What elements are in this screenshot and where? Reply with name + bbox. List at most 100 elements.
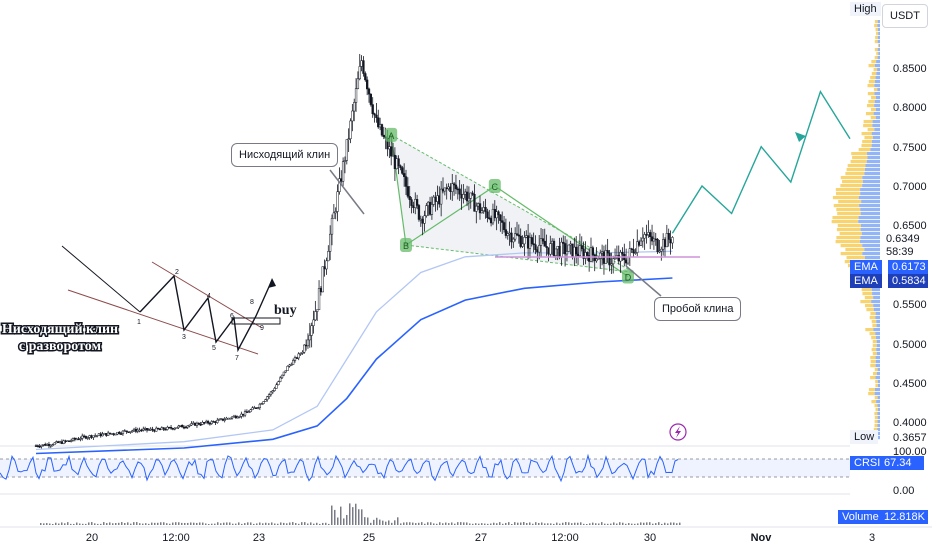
candle: [565, 251, 569, 255]
candle: [280, 374, 284, 379]
candle: [512, 238, 515, 243]
candle: [421, 218, 424, 224]
volume-bar: [436, 523, 438, 525]
last-price-label: 0.6349: [886, 233, 920, 245]
volume-bar: [103, 522, 105, 525]
crsi-line[interactable]: [0, 453, 679, 483]
profile-bar-sell: [874, 80, 880, 84]
time-tick: 3: [869, 532, 875, 544]
candle: [243, 411, 247, 416]
volume-bar: [184, 522, 186, 525]
volume-bar: [442, 523, 444, 525]
candle: [151, 428, 154, 431]
volume-bar: [52, 523, 54, 525]
ema-fast-line[interactable]: [35, 250, 673, 451]
profile-bar-buy: [858, 148, 871, 152]
volume-bar: [370, 522, 372, 525]
candle: [639, 240, 643, 246]
volume-bar: [346, 514, 348, 525]
profile-bar-buy: [870, 360, 876, 364]
candle: [499, 214, 502, 221]
profile-bar-buy: [875, 408, 878, 412]
currency-button[interactable]: USDT: [882, 4, 928, 28]
profile-bar-sell: [876, 60, 880, 64]
profile-bar-sell: [876, 336, 880, 340]
candle: [399, 165, 402, 168]
projection-path[interactable]: [671, 89, 851, 234]
candle: [443, 187, 447, 192]
profile-bar-sell: [875, 356, 880, 360]
candle: [380, 124, 384, 136]
volume-bar: [394, 520, 396, 525]
candle: [216, 419, 219, 423]
volume-bar: [637, 523, 639, 525]
profile-bar-sell: [874, 92, 880, 96]
profile-bar-buy: [864, 136, 874, 140]
volume-bar: [616, 523, 618, 525]
volume-bar: [301, 522, 303, 525]
profile-bar-buy: [865, 328, 874, 332]
volume-bar: [169, 523, 171, 525]
candle: [225, 417, 228, 420]
volume-bar: [202, 522, 204, 525]
candle: [364, 73, 367, 81]
candle: [360, 60, 363, 67]
volume-bar: [172, 522, 174, 525]
price-axis[interactable]: 0.8500 0.8500 0.8000 0.7500 0.7000 0.650…: [886, 25, 927, 497]
volume-bar: [58, 523, 60, 525]
wedge-point-label: A: [388, 131, 394, 141]
candle: [650, 236, 654, 242]
profile-bar-sell: [871, 140, 880, 144]
candle: [34, 445, 38, 447]
candle: [249, 409, 252, 413]
candles-series[interactable]: [34, 53, 674, 449]
wedge-callout-leader: [329, 169, 365, 215]
volume-bar: [280, 522, 282, 525]
volume-bar: [79, 523, 81, 525]
candle: [49, 444, 52, 447]
candle: [377, 117, 380, 128]
candle: [404, 176, 408, 187]
candle: [44, 444, 47, 446]
candle: [504, 229, 508, 236]
candle: [440, 188, 443, 205]
profile-bar-sell: [862, 244, 880, 248]
profile-bar-buy: [874, 48, 878, 52]
candle: [155, 427, 158, 432]
profile-bar-sell: [873, 136, 880, 140]
candle: [70, 440, 73, 442]
time-tick: Nov: [751, 532, 773, 544]
candle: [147, 429, 150, 431]
candle: [168, 426, 171, 429]
profile-bar-sell: [878, 32, 880, 36]
candle: [88, 435, 91, 438]
time-tick: 25: [363, 532, 375, 544]
crsi-value: 67.34: [880, 456, 924, 470]
candle: [649, 232, 652, 237]
volume-bar: [76, 522, 78, 525]
volume-bar: [454, 523, 456, 525]
candle: [423, 215, 426, 224]
volume-bar: [364, 517, 366, 525]
volume-bar: [349, 503, 351, 525]
volume-bar: [328, 523, 330, 525]
candle: [38, 445, 41, 448]
profile-bar-buy: [839, 232, 862, 236]
volume-bar: [106, 523, 108, 525]
lightning-icon[interactable]: [669, 423, 687, 441]
volume-bar: [274, 523, 276, 525]
volume-bar: [598, 523, 600, 525]
pattern-point-label: 2: [175, 269, 179, 276]
candle: [530, 237, 533, 244]
breakout-callout[interactable]: Пробой клина: [654, 297, 742, 321]
candle: [107, 432, 110, 436]
wedge-callout[interactable]: Нисходящий клин: [231, 143, 339, 167]
volume-bar: [562, 522, 564, 525]
ema-slow-line[interactable]: [35, 277, 673, 455]
volume-bar: [100, 523, 102, 525]
profile-bar-buy: [872, 372, 877, 376]
time-axis[interactable]: 20 12:00 23 25 27 12:00 30 Nov 3: [86, 532, 875, 544]
volume-bar: [658, 522, 660, 525]
